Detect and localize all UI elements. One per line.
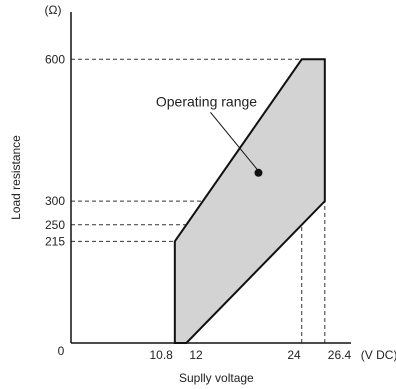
x-tick-label-26.4: 26.4 bbox=[328, 348, 352, 362]
x-axis-title: Suplly voltage bbox=[179, 371, 254, 385]
y-unit-label: (Ω) bbox=[45, 3, 62, 17]
y-tick-label-215: 215 bbox=[45, 234, 65, 248]
y-tick-label-300: 300 bbox=[45, 194, 65, 208]
x-tick-label-12: 12 bbox=[189, 348, 203, 362]
annotation-leader-line bbox=[210, 111, 258, 171]
x-unit-label: (V DC) bbox=[361, 348, 396, 362]
x-tick-label-24: 24 bbox=[287, 348, 301, 362]
y-tick-label-250: 250 bbox=[45, 218, 65, 232]
x-tick-label-10.8: 10.8 bbox=[149, 348, 173, 362]
origin-label: 0 bbox=[58, 344, 65, 358]
y-axis-title: Load resistance bbox=[9, 135, 23, 220]
y-tick-labels: 215 250 300 600 bbox=[45, 52, 65, 248]
annotation-marker-dot bbox=[254, 168, 263, 177]
x-tick-labels: 10.8 12 24 26.4 bbox=[149, 348, 351, 362]
operating-range-label: Operating range bbox=[156, 93, 257, 109]
y-tick-label-600: 600 bbox=[45, 52, 65, 66]
